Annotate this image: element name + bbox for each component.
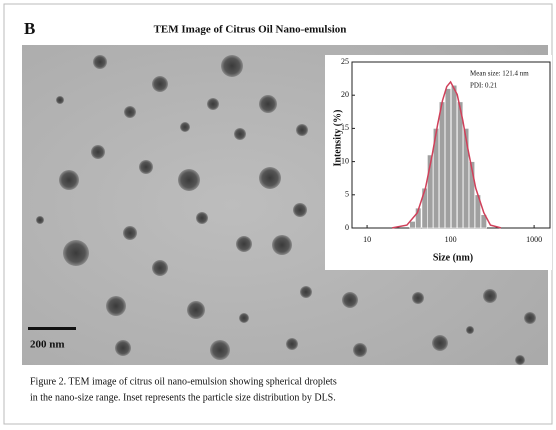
y-tick-label: 15 [341,123,349,132]
y-tick-label: 20 [341,90,349,99]
y-tick-label: 25 [341,57,349,66]
scale-bar [28,327,76,330]
x-axis-label: Size (nm) [433,252,473,263]
bar [451,85,457,228]
bar [410,221,416,228]
bar [445,89,451,228]
scale-bar-label: 200 nm [30,339,65,351]
caption-line: Figure 2. TEM image of citrus oil nano-e… [30,376,337,387]
figure-svg: B TEM Image of Citrus Oil Nano-emulsion … [0,0,556,430]
x-tick-label: 100 [445,235,457,244]
figure-title: TEM Image of Citrus Oil Nano-emulsion [154,24,347,36]
x-tick-label: 10 [363,235,371,244]
figure: B TEM Image of Citrus Oil Nano-emulsion … [0,0,556,430]
bar [457,102,463,228]
caption-line: in the nano-size range. Inset represents… [30,392,336,403]
annotation: Mean size: 121.4 nm [470,70,529,78]
panel-label: B [24,19,35,38]
y-tick-label: 0 [345,223,349,232]
annotation: PDI: 0.21 [470,82,498,90]
y-tick-label: 5 [345,190,349,199]
x-tick-label: 1000 [526,235,542,244]
bar [439,102,445,228]
bar [463,128,469,228]
y-tick-label: 10 [341,156,349,165]
